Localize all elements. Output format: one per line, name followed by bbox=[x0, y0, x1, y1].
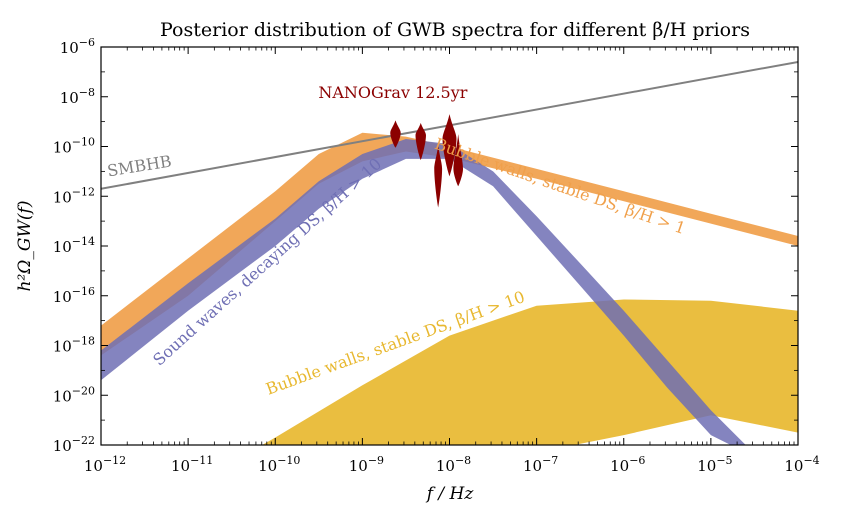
x-tick-label: 10−6 bbox=[610, 454, 645, 475]
y-tick-label: 10−12 bbox=[53, 185, 95, 206]
y-tick-label: 10−22 bbox=[53, 434, 95, 455]
nanograv-violin-3 bbox=[442, 114, 457, 177]
nanograv-violin-4 bbox=[453, 134, 464, 187]
plot-area bbox=[101, 60, 798, 445]
nanograv-violin-2 bbox=[434, 145, 443, 208]
x-tick-label: 10−10 bbox=[258, 454, 300, 475]
y-tick-label: 10−16 bbox=[53, 285, 95, 306]
series-band-1 bbox=[101, 132, 798, 356]
nanograv-violin-0 bbox=[390, 120, 401, 148]
y-tick-label: 10−18 bbox=[53, 335, 95, 356]
x-tick-label: 10−12 bbox=[84, 454, 126, 475]
annotation-2: Bubble walls, stable DS, β/H > 1 bbox=[432, 134, 688, 238]
x-tick-label: 10−7 bbox=[523, 454, 558, 475]
x-tick-label: 10−11 bbox=[171, 454, 213, 475]
x-tick-label: 10−4 bbox=[784, 454, 819, 475]
y-tick-label: 10−10 bbox=[53, 136, 95, 157]
x-tick-label: 10−9 bbox=[349, 454, 384, 475]
chart-title: Posterior distribution of GWB spectra fo… bbox=[160, 19, 750, 41]
x-tick-label: 10−5 bbox=[697, 454, 732, 475]
y-tick-label: 10−8 bbox=[60, 86, 95, 107]
y-axis-label: h²Ω_GW(f) bbox=[15, 201, 35, 292]
nanograv-violin-1 bbox=[415, 122, 426, 161]
annotation-1: SMBHB bbox=[106, 151, 173, 180]
y-tick-label: 10−20 bbox=[53, 384, 95, 405]
x-axis-label: f / Hz bbox=[425, 484, 475, 504]
y-tick-label: 10−14 bbox=[53, 235, 95, 256]
axis-ticks: 10−12 10−11 10−10 10−9 10−8 10−7 10−6 10−5 10−4 1… bbox=[53, 36, 820, 475]
series-band-0 bbox=[262, 299, 798, 445]
annotation-0: NANOGrav 12.5yr bbox=[318, 83, 467, 102]
x-tick-label: 10−8 bbox=[436, 454, 471, 475]
y-tick-label: 10−6 bbox=[60, 36, 95, 57]
